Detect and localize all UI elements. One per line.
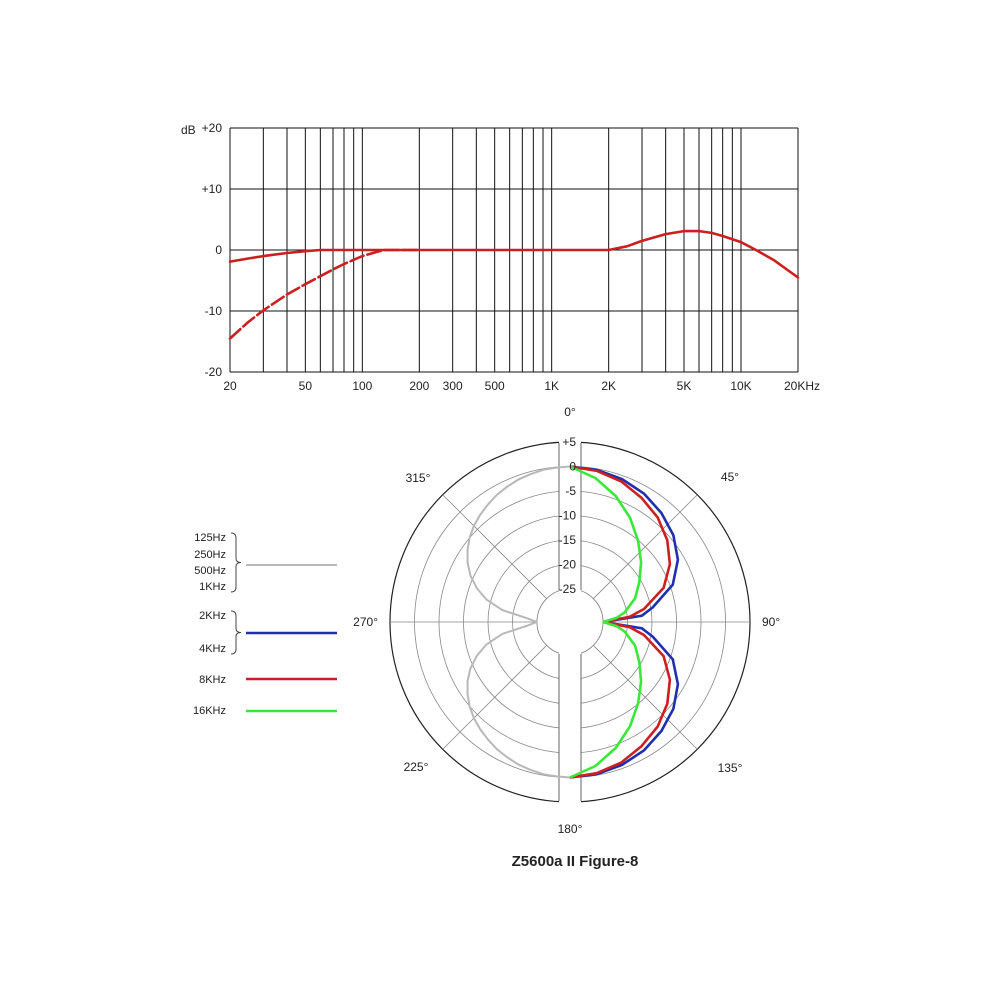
x-tick-label: 20 [223,379,237,393]
center-channel [559,436,581,808]
polar-curve-lower [569,620,680,779]
polar-curve-lower [569,620,643,779]
x-tick-label: 5K [677,379,692,393]
legend-label: 1KHz [199,581,226,593]
radial-label: -25 [559,582,577,596]
x-tick-label: 300 [443,379,463,393]
x-tick-label: 20KHz [784,379,820,393]
legend-label: 16KHz [193,705,226,717]
polar-pattern-chart: +5 0 -5 -10 -15 -20 -25 0° 45° 90° 135° 180° 225° 270… [353,405,780,836]
y-tick-label: +20 [202,121,223,135]
chart-title: Z5600a II Figure-8 [512,853,639,870]
radial-label: +5 [562,435,576,449]
response-curve-dashed [228,248,421,340]
angle-label: 270° [353,615,378,629]
x-tick-label: 500 [485,379,505,393]
y-tick-label: 0 [215,243,222,257]
y-tick-label: -10 [205,304,223,318]
x-tick-label: 50 [299,379,313,393]
legend-label: 4KHz [199,643,226,655]
angle-label: 90° [762,615,780,629]
legend-label: 500Hz [194,565,226,577]
legend-label: 2KHz [199,610,226,622]
polar-spoke [593,645,698,750]
angle-label: 315° [406,471,431,485]
legend-label: 125Hz [194,532,226,544]
radial-label: 0 [569,460,576,474]
legend: 125Hz 250Hz 500Hz 1KHz 2KHz 4KHz 8KHz 16KHz [193,532,337,717]
x-tick-label: 100 [352,379,372,393]
angle-label: 45° [721,470,739,484]
frequency-series [228,229,800,340]
angle-label: 0° [564,405,576,419]
radial-label: -15 [559,533,577,547]
radial-label: -10 [559,509,577,523]
y-tick-label: -20 [205,365,223,379]
legend-brace [230,610,242,655]
angle-label: 180° [558,822,583,836]
polar-curve-upper [569,465,643,624]
polar-grid [389,436,751,808]
response-curve [228,229,800,279]
x-tick-label: 2K [601,379,616,393]
angle-label: 135° [718,761,743,775]
polar-curve-upper [466,465,571,623]
legend-label: 250Hz [194,549,226,561]
polar-labels: +5 0 -5 -10 -15 -20 -25 0° 45° 90° 135° 180° 225° 270… [353,405,780,836]
y-tick-label: +10 [202,182,223,196]
y-axis-label: dB [181,123,196,137]
legend-brace [230,532,242,593]
radial-label: -20 [559,558,577,572]
polar-curve-lower [466,621,571,779]
polar-spoke [593,494,698,599]
radial-label: -5 [565,484,576,498]
polar-curve-lower [569,620,672,779]
x-tick-label: 1K [544,379,559,393]
polar-spoke [442,494,547,599]
polar-series [466,465,680,779]
x-tick-label: 200 [409,379,429,393]
polar-spoke [442,645,547,750]
polar-curve-upper [569,465,680,624]
x-tick-label: 10K [730,379,751,393]
legend-label: 8KHz [199,674,226,686]
angle-label: 225° [404,760,429,774]
polar-curve-upper [569,465,672,624]
